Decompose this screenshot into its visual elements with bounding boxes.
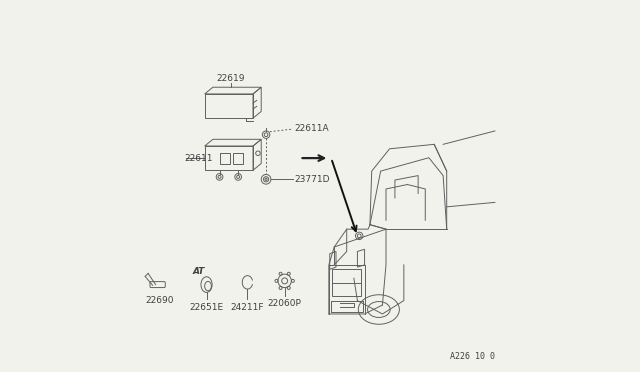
Text: 22619: 22619 <box>216 74 245 83</box>
Text: 22651E: 22651E <box>189 303 223 312</box>
Text: 22060P: 22060P <box>268 299 301 308</box>
Text: 22611A: 22611A <box>294 124 329 133</box>
Text: 22611: 22611 <box>184 154 212 163</box>
Text: AT: AT <box>193 267 205 276</box>
Text: A226 10 0: A226 10 0 <box>450 352 495 361</box>
Text: 24211F: 24211F <box>230 303 264 312</box>
Text: 23771D: 23771D <box>294 175 330 184</box>
Text: 22690: 22690 <box>145 296 173 305</box>
